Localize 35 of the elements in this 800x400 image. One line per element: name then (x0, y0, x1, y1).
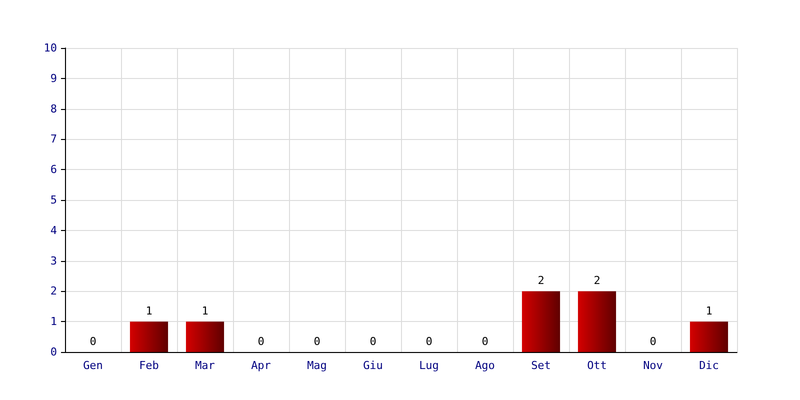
x-tick-label: Mar (195, 359, 216, 372)
y-tick-label: 10 (44, 42, 57, 54)
x-tick-label: Ott (587, 359, 607, 372)
data-label: 0 (482, 335, 488, 348)
data-label: 2 (538, 274, 544, 288)
y-tick-label: 8 (50, 102, 57, 116)
x-tick-label: Mag (307, 359, 327, 372)
data-label: 1 (146, 304, 152, 318)
x-tick-label: Nov (643, 359, 664, 372)
y-tick-label: 9 (50, 72, 57, 85)
y-tick-label: 1 (50, 315, 57, 328)
x-tick-label: Ago (475, 359, 495, 372)
y-tick-label: 6 (50, 163, 57, 176)
y-tick-label: 7 (50, 132, 57, 146)
x-tick-label: Giu (363, 359, 383, 372)
data-label: 1 (706, 304, 712, 318)
y-tick-label: 2 (50, 284, 57, 298)
data-label: 2 (594, 274, 600, 288)
data-label: 0 (650, 335, 656, 348)
x-tick-label: Gen (83, 359, 103, 372)
y-tick-label: 5 (50, 194, 57, 206)
x-tick-label: Set (531, 359, 551, 372)
data-label: 0 (90, 335, 96, 348)
y-tick-label: 4 (50, 224, 58, 237)
data-label: 0 (370, 335, 376, 348)
data-label: 0 (258, 335, 264, 348)
x-tick-label: Apr (251, 359, 272, 372)
data-label: 1 (202, 304, 208, 318)
y-tick-label: 0 (50, 346, 57, 358)
x-tick-label: Dic (699, 359, 719, 372)
x-tick-label: Feb (139, 359, 159, 372)
x-tick-label: Lug (419, 359, 439, 372)
y-tick-label: 3 (50, 254, 57, 268)
data-label: 0 (314, 335, 320, 348)
data-label: 0 (426, 335, 432, 348)
